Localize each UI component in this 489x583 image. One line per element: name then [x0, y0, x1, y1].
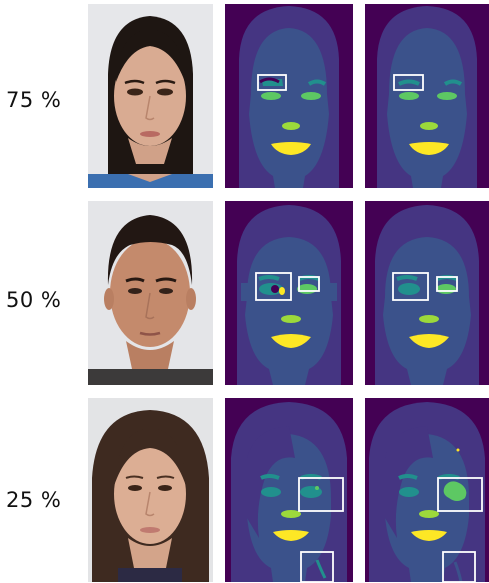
error-box	[298, 477, 344, 512]
error-box	[437, 477, 483, 512]
error-box	[442, 551, 476, 582]
error-box	[300, 551, 334, 582]
face-photo-row1	[88, 4, 213, 188]
segmentation-ground-truth-row2	[225, 201, 353, 385]
row-label-25: 25 %	[6, 488, 62, 512]
face-photo-row2	[88, 201, 213, 385]
segmentation-ground-truth-row1	[225, 4, 353, 188]
error-box	[257, 74, 287, 91]
error-box	[436, 276, 458, 292]
segmentation-prediction-row1	[365, 4, 489, 188]
face-photo-row3	[88, 398, 213, 582]
error-box	[298, 276, 320, 292]
error-box	[255, 272, 292, 301]
error-box	[392, 272, 429, 301]
row-label-50: 50 %	[6, 288, 62, 312]
segmentation-prediction-row2	[365, 201, 489, 385]
error-box	[393, 74, 424, 91]
segmentation-prediction-row3	[365, 398, 489, 582]
segmentation-ground-truth-row3	[225, 398, 353, 582]
row-label-75: 75 %	[6, 88, 62, 112]
